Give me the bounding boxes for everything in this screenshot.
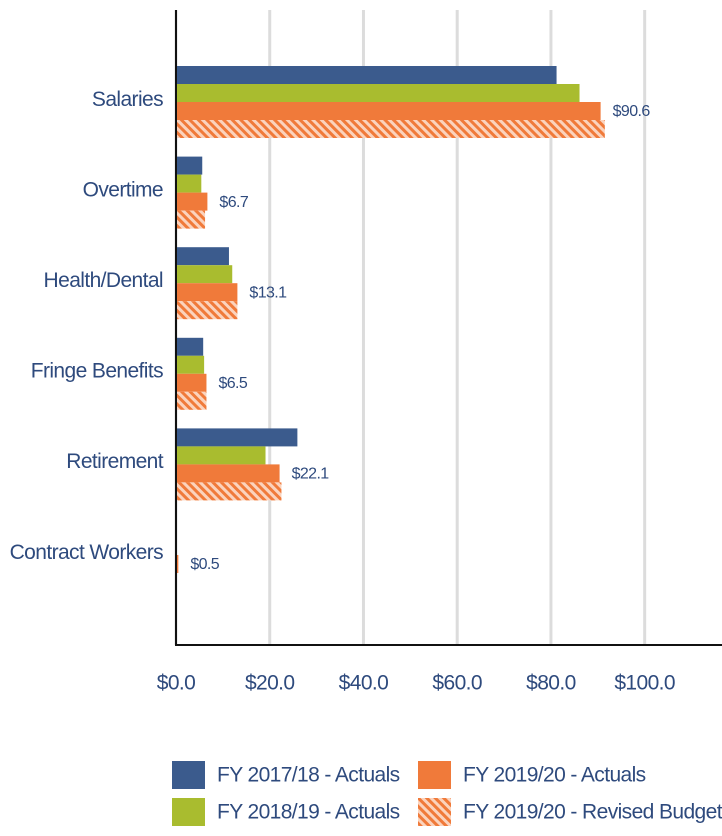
legend-label: FY 2019/20 - Revised Budget [463, 801, 722, 824]
bar [176, 283, 238, 302]
y-tick-label: Salaries [92, 88, 163, 111]
legend-swatch [418, 798, 451, 826]
bar [176, 102, 601, 120]
legend-label: FY 2019/20 - Actuals [463, 764, 646, 787]
y-tick-label: Retirement [66, 450, 163, 473]
bar [176, 174, 202, 193]
data-label: $6.5 [218, 375, 247, 392]
legend-label: FY 2017/18 - Actuals [217, 764, 400, 787]
data-label: $6.7 [219, 194, 248, 211]
bar [176, 84, 580, 102]
legend-swatch [172, 761, 205, 789]
legend-swatch [418, 761, 451, 789]
bar [176, 66, 557, 84]
x-tick-label: $100.0 [614, 672, 675, 695]
y-tick-label: Contract Workers [10, 541, 163, 564]
bar [176, 247, 229, 266]
bar [176, 210, 206, 229]
bar [176, 391, 207, 410]
x-tick-label: $80.0 [526, 672, 576, 695]
data-label: $0.5 [190, 556, 219, 573]
y-tick-label: Fringe Benefits [31, 360, 163, 383]
bar [176, 428, 298, 447]
bar [176, 482, 282, 501]
y-tick-label: Overtime [83, 178, 163, 201]
bar [176, 301, 238, 320]
data-label: $90.6 [613, 103, 651, 120]
bar [176, 464, 280, 483]
bar [176, 446, 266, 465]
bar [176, 355, 205, 374]
data-label: $13.1 [249, 284, 287, 301]
bar [176, 373, 207, 392]
legend-label: FY 2018/19 - Actuals [217, 801, 400, 824]
data-label: $22.1 [292, 466, 330, 483]
bar [176, 265, 233, 284]
x-tick-label: $20.0 [245, 672, 295, 695]
bar [176, 192, 208, 211]
y-tick-label: Health/Dental [44, 269, 163, 292]
legend-swatch [172, 798, 205, 826]
x-tick-label: $60.0 [432, 672, 482, 695]
bar [176, 120, 605, 138]
bar [176, 156, 203, 175]
bar [176, 337, 204, 356]
x-tick-label: $0.0 [157, 672, 195, 695]
x-tick-label: $40.0 [339, 672, 389, 695]
bar [176, 555, 179, 573]
